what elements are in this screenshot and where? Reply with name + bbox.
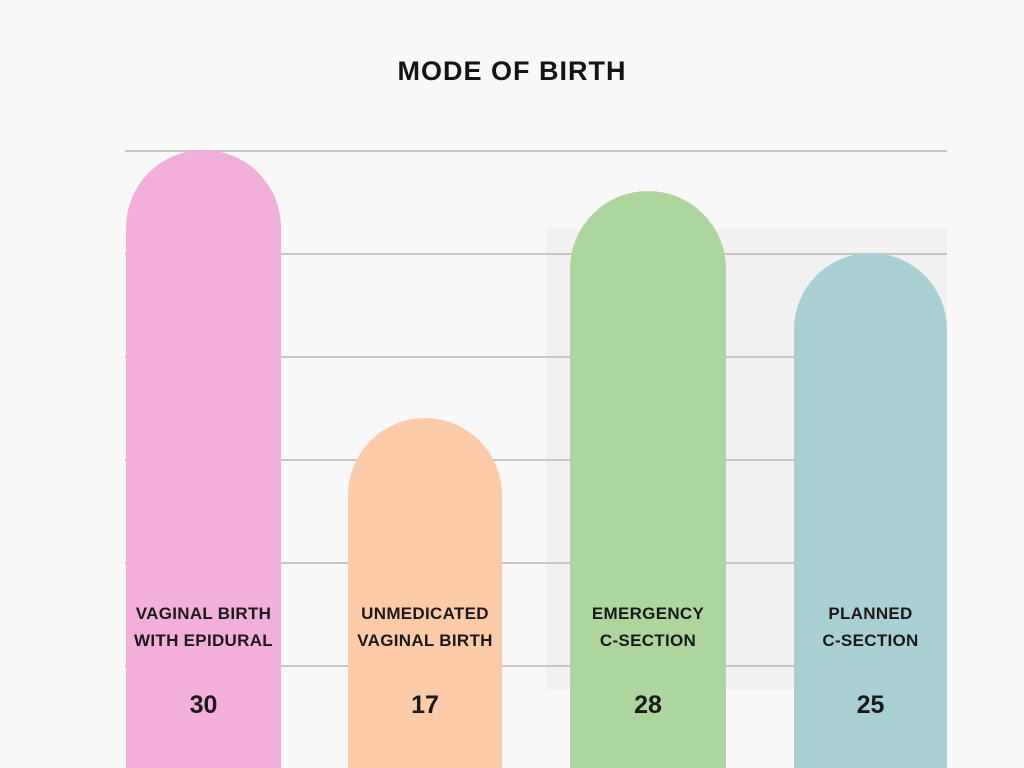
bar-label: EMERGENCY C-SECTION bbox=[570, 600, 726, 654]
bar-label-line: PLANNED bbox=[828, 604, 913, 623]
bar-label-line: UNMEDICATED bbox=[361, 604, 489, 623]
bar-label: PLANNED C-SECTION bbox=[794, 600, 947, 654]
gridline bbox=[125, 562, 947, 564]
gridline bbox=[125, 459, 947, 461]
bar-value: 17 bbox=[411, 691, 439, 719]
chart-title: MODE OF BIRTH bbox=[397, 56, 627, 86]
bar-label-line: VAGINAL BIRTH bbox=[357, 631, 493, 650]
gridline bbox=[125, 356, 947, 358]
bar-label-line: EMERGENCY bbox=[591, 604, 705, 623]
bar-vaginal-birth-with-epidural: VAGINAL BIRTH WITH EPIDURAL 30 bbox=[126, 150, 281, 768]
gridline bbox=[125, 150, 947, 152]
bar-label-line: WITH EPIDURAL bbox=[134, 631, 273, 650]
bar-emergency-c-section: EMERGENCY C-SECTION 28 bbox=[570, 191, 726, 768]
bar-label-line: VAGINAL BIRTH bbox=[135, 604, 272, 623]
bar-label-line: C-SECTION bbox=[599, 631, 697, 650]
bar-value: 30 bbox=[189, 691, 218, 719]
bar-planned-c-section: PLANNED C-SECTION 25 bbox=[794, 253, 947, 768]
bar-unmedicated-vaginal-birth: UNMEDICATED VAGINAL BIRTH 17 bbox=[348, 417, 502, 768]
gridline bbox=[125, 665, 947, 667]
gridline bbox=[125, 253, 947, 255]
bar-label: VAGINAL BIRTH WITH EPIDURAL bbox=[126, 600, 281, 654]
bar-label-line: C-SECTION bbox=[822, 631, 919, 650]
bar-value: 25 bbox=[856, 691, 885, 719]
bar-label: UNMEDICATED VAGINAL BIRTH bbox=[348, 600, 502, 654]
bar-value: 28 bbox=[634, 691, 662, 719]
